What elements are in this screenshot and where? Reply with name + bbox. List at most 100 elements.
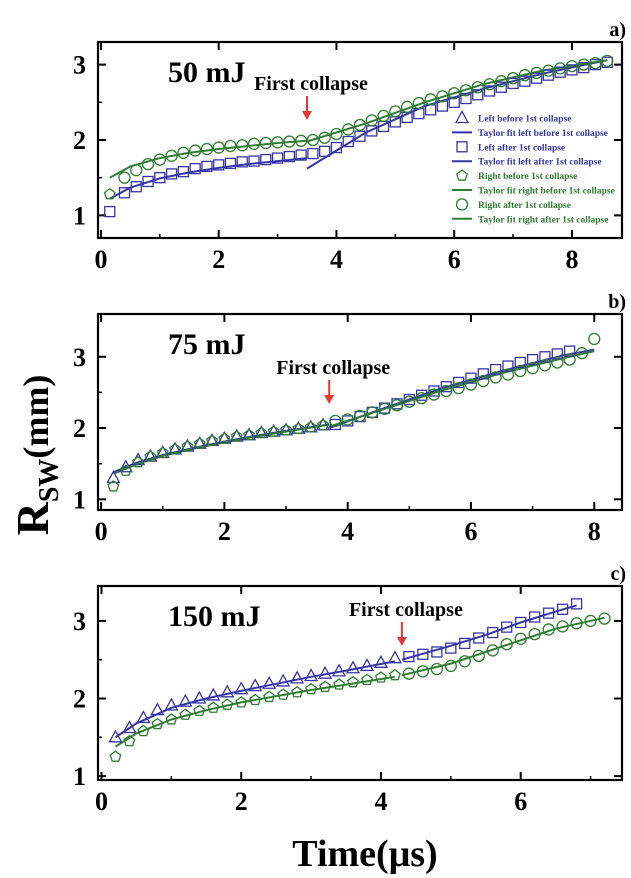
legend-label: Taylor fit left before 1st collapse [478,129,608,139]
data-point [554,66,566,78]
data-point [260,153,272,166]
data-point [495,75,508,88]
data-point [465,372,477,384]
data-point [377,109,390,123]
data-point [584,614,597,628]
legend-label: Right after 1st collapse [478,201,571,211]
data-point [206,687,221,701]
data-point [565,59,579,73]
data-point [501,368,515,381]
y-tick-label: 3 [73,51,86,80]
data-point [330,141,343,154]
data-point [109,750,122,762]
plot-frame [96,312,624,512]
data-point [448,96,460,108]
data-point [218,432,231,444]
data-point [556,620,569,633]
data-point [276,673,291,687]
data-point [601,54,614,67]
collapse-arrow-head [396,637,407,646]
data-point [330,127,343,141]
data-point [519,75,531,87]
data-point [317,665,333,679]
data-point [290,670,305,684]
data-point [193,437,206,449]
data-point [122,720,137,734]
legend-label: Left before 1st collapse [478,115,571,125]
data-point [563,353,576,366]
data-point [448,87,461,100]
collapse-arrow-head [302,111,313,120]
data-point [526,362,539,375]
fit-line [113,423,330,474]
data-point [342,135,354,148]
data-point [329,414,342,428]
data-point [294,134,308,147]
data-point [236,139,249,152]
data-point [130,181,142,193]
panel-title: 50 mJ [168,56,246,89]
data-point [440,384,453,398]
x-tick-label: 6 [514,787,527,816]
legend-marker [456,169,468,181]
y-axis-label-unit: (mm) [16,375,56,459]
data-point [192,690,207,704]
data-point [458,655,471,668]
panel-letter: c) [610,563,626,585]
data-point [305,682,318,695]
data-point [515,616,527,629]
data-point [506,72,520,85]
legend-marker [454,110,470,124]
data-point [220,684,235,698]
data-point [165,149,178,162]
x-tick-label: 4 [341,517,354,546]
data-point [403,395,416,408]
data-point [280,423,293,436]
data-point [136,710,151,724]
panel-letter: b) [608,291,626,313]
data-point [365,114,378,127]
data-point [430,662,444,676]
data-point [150,702,165,716]
data-point [471,81,484,94]
data-point [589,56,602,70]
collapse-annotation: First collapse [254,73,368,95]
data-point [570,617,583,630]
data-point [577,58,590,71]
data-point [165,168,178,180]
y-tick-label: 2 [73,126,86,155]
data-point [318,131,331,144]
data-point [164,697,179,711]
data-point [538,359,552,372]
data-point [459,637,471,650]
data-point [472,649,485,662]
collapse-annotation: First collapse [349,599,463,621]
fit-line [328,350,595,428]
y-tick-label: 1 [73,201,86,230]
data-point [416,665,430,678]
data-point [345,660,361,674]
y-tick-label: 2 [73,685,86,714]
data-point [528,627,541,641]
data-point [501,621,513,633]
data-point [234,681,249,695]
data-point [477,374,490,388]
data-point [489,363,502,376]
data-point [403,650,415,663]
collapse-annotation: First collapse [276,357,390,379]
data-point [178,693,193,707]
svg-text:RSW(mm): RSW(mm) [7,375,65,536]
x-tick-label: 4 [374,787,387,816]
data-point [200,142,214,156]
data-point [342,123,355,136]
data-point [292,422,305,434]
data-point [412,96,426,110]
data-point [566,64,578,76]
panel-letter: a) [609,19,626,41]
legend-marker [456,141,468,153]
x-tick-label: 8 [565,245,578,274]
panel-c: 0 2 4 6 1 2 3 c) 150 mJ First collapse [73,563,626,816]
data-point [551,356,564,369]
data-point [263,690,276,703]
data-point [554,62,567,75]
